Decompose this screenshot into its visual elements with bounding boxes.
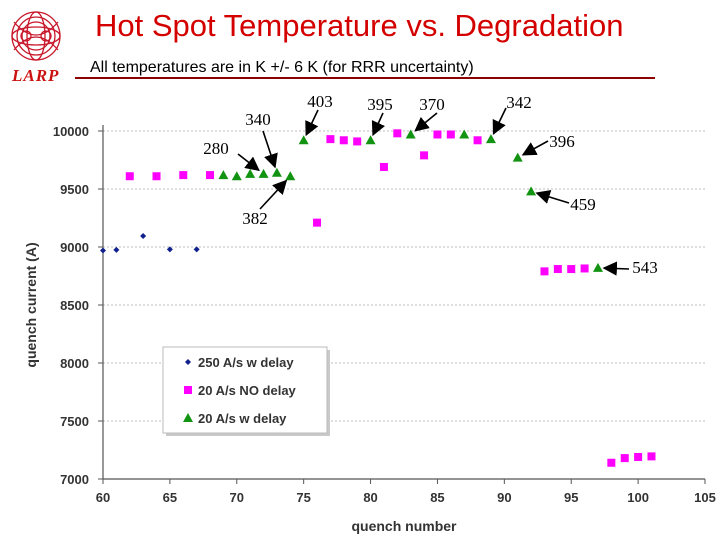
logo-swirl-icon	[11, 11, 61, 61]
square-point	[620, 454, 629, 463]
square-point	[152, 172, 161, 181]
larp-logo: LARP	[4, 8, 68, 85]
annotation-label: 396	[549, 132, 575, 151]
square-point	[540, 267, 549, 276]
annotation-arrow	[535, 190, 570, 204]
x-tick-label: 80	[363, 490, 377, 505]
y-tick-label: 10000	[53, 124, 89, 139]
legend-label-1: 20 A/s NO delay	[198, 383, 297, 398]
square-point	[553, 265, 562, 274]
annotation-label: 370	[419, 95, 445, 114]
legend-label-0: 250 A/s w delay	[198, 355, 294, 370]
square-point	[567, 265, 576, 274]
annotation-arrow	[237, 153, 260, 172]
annotation-label: 395	[367, 95, 393, 114]
annotations: 340 280 382 403 395 370 342 396 459 543	[203, 92, 658, 277]
square-point	[607, 458, 616, 467]
triangle-point	[271, 167, 282, 177]
square-point	[339, 136, 348, 145]
triangle-point	[365, 135, 376, 145]
triangle-point	[526, 186, 537, 196]
square-point	[379, 162, 388, 171]
annotation-arrow	[602, 261, 630, 276]
y-tick-label: 8000	[60, 356, 89, 371]
triangle-point	[298, 135, 309, 145]
diamond-point	[193, 246, 200, 253]
logo-text: LARP	[12, 66, 60, 85]
square-point	[353, 137, 362, 146]
diamond-point	[140, 232, 147, 239]
legend-label-2: 20 A/s w delay	[198, 411, 287, 426]
y-tick-label: 7000	[60, 472, 89, 487]
x-tick-label: 90	[497, 490, 511, 505]
y-tick-label: 9500	[60, 182, 89, 197]
page-subtitle: All temperatures are in K +/- 6 K (for R…	[90, 59, 474, 76]
annotation-label: 382	[242, 209, 268, 228]
square-point	[647, 452, 656, 461]
x-tick-label: 60	[96, 490, 110, 505]
annotation-arrow	[262, 130, 278, 169]
x-tick-label: 70	[230, 490, 244, 505]
diamond-point	[100, 247, 106, 254]
subtitle-underline	[75, 77, 655, 79]
annotation-arrow	[492, 107, 507, 136]
y-tick-label: 7500	[60, 414, 89, 429]
annotation-label: 342	[506, 93, 532, 112]
annotation-arrow	[259, 179, 288, 210]
y-tick-label: 9000	[60, 240, 89, 255]
annotation-arrow	[414, 112, 438, 132]
axes	[98, 125, 706, 484]
annotation-arrow	[371, 112, 385, 137]
square-point	[326, 135, 335, 144]
annotation-arrow	[521, 140, 549, 156]
triangle-point	[459, 129, 470, 139]
square-point	[634, 452, 643, 461]
triangle-point	[231, 171, 242, 181]
triangle-point	[245, 168, 256, 178]
annotation-arrow	[305, 109, 319, 137]
diamond-point	[166, 246, 173, 253]
square-point	[433, 130, 442, 139]
legend: 250 A/s w delay 20 A/s NO delay 20 A/s w d…	[162, 346, 330, 436]
triangle-point	[512, 152, 523, 162]
x-tick-label: 85	[430, 490, 444, 505]
square-point	[420, 151, 429, 160]
y-tick-label: 8500	[60, 298, 89, 313]
page-title: Hot Spot Temperature vs. Degradation	[95, 8, 624, 43]
x-tick-label: 95	[564, 490, 578, 505]
square-point	[125, 172, 134, 181]
square-point	[473, 136, 482, 145]
legend-square-swatch	[184, 386, 192, 394]
annotation-label: 340	[245, 110, 271, 129]
x-tick-label: 65	[163, 490, 177, 505]
x-axis-label: quench number	[351, 518, 457, 534]
x-tick-label: 75	[296, 490, 310, 505]
triangle-point	[218, 170, 229, 180]
square-point	[580, 264, 589, 273]
annotation-label: 280	[203, 139, 229, 158]
x-tick-label: 105	[694, 490, 716, 505]
legend-diamond-swatch	[185, 359, 191, 365]
x-tick-label: 100	[627, 490, 649, 505]
square-point	[446, 130, 455, 139]
y-tick-labels: 7000 7500 8000 8500 9000 9500 10000	[53, 124, 89, 487]
square-point	[179, 171, 188, 180]
y-axis-label: quench current (A)	[23, 242, 39, 367]
diamond-point	[113, 246, 120, 253]
triangle-point	[592, 262, 603, 272]
data-markers	[100, 129, 656, 467]
annotation-label: 403	[307, 92, 333, 111]
triangle-point	[258, 168, 269, 178]
triangle-point	[405, 129, 416, 139]
square-point	[206, 171, 215, 180]
annotation-label: 459	[570, 195, 596, 214]
square-point	[393, 129, 402, 138]
triangle-point	[485, 134, 496, 144]
x-tick-labels: 60 65 70 75 80 85 90 95 100 105	[96, 490, 716, 505]
legend-triangle-swatch	[183, 413, 193, 422]
square-point	[313, 218, 322, 227]
triangle-point	[285, 171, 296, 181]
annotation-label: 543	[632, 258, 658, 277]
